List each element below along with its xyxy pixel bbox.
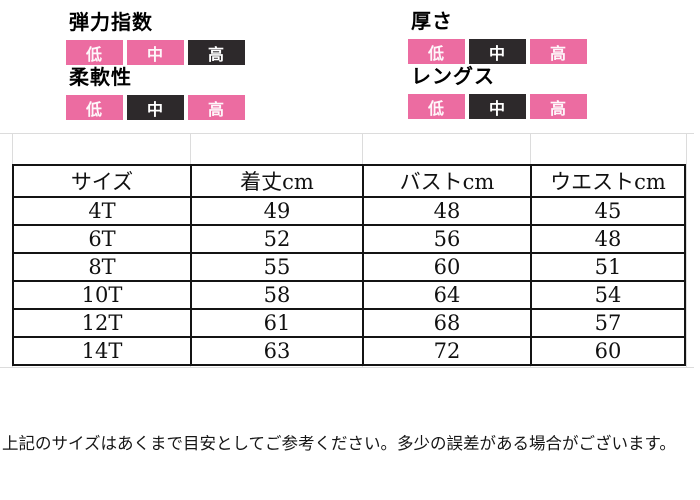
table-cell: 8T (12, 252, 192, 282)
level-badge-row: 低中高 (408, 94, 587, 119)
level-badge-row: 低中高 (408, 39, 587, 64)
spec-group-thickness: 厚さ 低中高 (408, 11, 587, 64)
table-cell: 12T (12, 308, 192, 338)
faint-gridline-horizontal (0, 133, 694, 134)
column-header: 着丈cm (190, 164, 364, 198)
faint-gridline-vertical (686, 133, 687, 367)
table-cell: 54 (530, 280, 686, 310)
level-badge-row: 低中高 (66, 40, 245, 65)
table-cell: 64 (362, 280, 532, 310)
table-cell: 60 (530, 336, 686, 366)
column-header: ウエストcm (530, 164, 686, 198)
spec-label: 柔軟性 (69, 67, 132, 89)
faint-gridline-horizontal (0, 367, 694, 368)
spec-group-elasticity: 弾力指数 低中高 (66, 12, 245, 65)
table-cell: 45 (530, 196, 686, 226)
level-badge: 低 (66, 40, 123, 65)
level-badge: 低 (408, 94, 465, 119)
table-row: 12T 61 68 57 (12, 308, 686, 338)
table-row: 10T 58 64 54 (12, 280, 686, 310)
level-badge-highlighted: 中 (127, 95, 184, 120)
size-table: サイズ 着丈cm バストcm ウエストcm 4T 49 48 45 6T 52 56 48 8T 55 6… (12, 164, 686, 366)
level-badge-highlighted: 中 (469, 94, 526, 119)
spec-group-softness: 柔軟性 低中高 (66, 67, 245, 120)
spec-label: 弾力指数 (69, 12, 153, 34)
size-table-header-row: サイズ 着丈cm バストcm ウエストcm (12, 164, 686, 198)
table-cell: 10T (12, 280, 192, 310)
table-cell: 61 (190, 308, 364, 338)
table-cell: 48 (530, 224, 686, 254)
table-cell: 58 (190, 280, 364, 310)
table-cell: 14T (12, 336, 192, 366)
level-badge: 高 (530, 94, 587, 119)
level-badge-row: 低中高 (66, 95, 245, 120)
level-badge: 中 (127, 40, 184, 65)
table-cell: 72 (362, 336, 532, 366)
column-header: バストcm (362, 164, 532, 198)
level-badge: 低 (408, 39, 465, 64)
table-row: 14T 63 72 60 (12, 336, 686, 366)
column-header: サイズ (12, 164, 192, 198)
table-cell: 60 (362, 252, 532, 282)
table-cell: 56 (362, 224, 532, 254)
table-cell: 49 (190, 196, 364, 226)
table-cell: 55 (190, 252, 364, 282)
spec-label: レングス (411, 66, 495, 88)
table-row: 4T 49 48 45 (12, 196, 686, 226)
table-cell: 68 (362, 308, 532, 338)
spec-group-length: レングス 低中高 (408, 66, 587, 119)
level-badge-highlighted: 中 (469, 39, 526, 64)
table-cell: 52 (190, 224, 364, 254)
table-cell: 63 (190, 336, 364, 366)
level-badge: 低 (66, 95, 123, 120)
level-badge-highlighted: 高 (188, 40, 245, 65)
table-row: 6T 52 56 48 (12, 224, 686, 254)
level-badge: 高 (188, 95, 245, 120)
disclaimer-note: 上記のサイズはあくまで目安としてご参考ください。多少の誤差がある場合がございます… (2, 434, 676, 453)
table-cell: 57 (530, 308, 686, 338)
table-row: 8T 55 60 51 (12, 252, 686, 282)
level-badge: 高 (530, 39, 587, 64)
table-cell: 6T (12, 224, 192, 254)
table-cell: 51 (530, 252, 686, 282)
table-cell: 48 (362, 196, 532, 226)
spec-label: 厚さ (411, 11, 453, 33)
table-cell: 4T (12, 196, 192, 226)
